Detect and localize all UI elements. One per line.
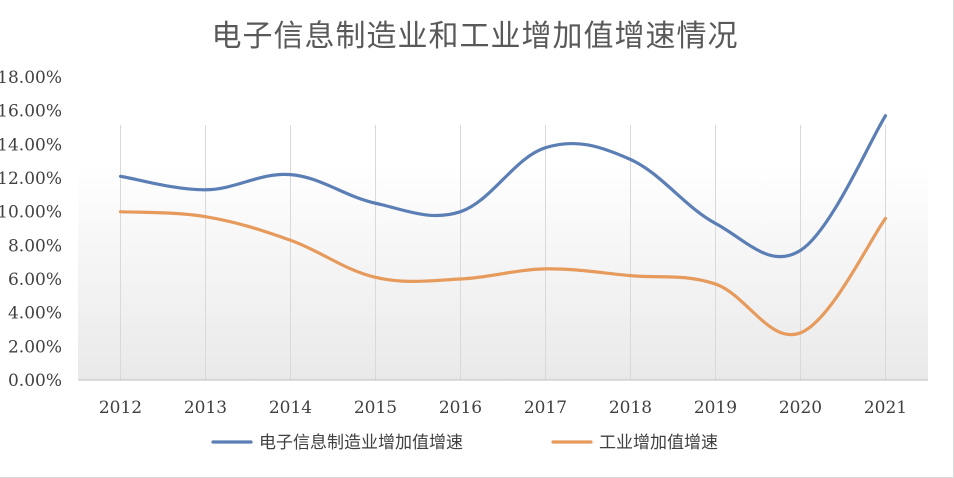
- y-axis-tick-labels: 0.00% 2.00% 4.00% 6.00% 8.00% 10.00% 12.00% 14.…: [0, 68, 62, 391]
- data-point: [544, 267, 547, 271]
- series-line-1: [118, 114, 888, 259]
- y-tick-label: 8.00%: [8, 236, 62, 256]
- series-line-2: [118, 210, 888, 337]
- y-tick-label: 2.00%: [8, 337, 62, 357]
- data-point: [119, 175, 122, 178]
- data-point: [289, 239, 292, 242]
- y-tick-label: 18.00%: [0, 68, 62, 88]
- data-point: [629, 274, 632, 277]
- data-point: [374, 202, 377, 205]
- data-point: [204, 215, 207, 218]
- legend: 电子信息制造业增加值增速 工业增加值增速: [211, 433, 718, 453]
- y-tick-label: 12.00%: [0, 169, 62, 189]
- data-point: [459, 210, 462, 213]
- data-point: [884, 114, 887, 117]
- y-tick-label: 10.00%: [0, 203, 62, 223]
- x-tick-label: 2013: [184, 398, 227, 418]
- chart-title: 电子信息制造业和工业增加值增速情况: [212, 19, 739, 54]
- data-point: [714, 282, 717, 286]
- legend-label: 工业增加值增速: [599, 433, 718, 453]
- data-point: [799, 249, 802, 252]
- y-tick-label: 14.00%: [0, 135, 62, 155]
- data-point: [459, 277, 462, 281]
- y-tick-label: 16.00%: [0, 102, 62, 122]
- x-tick-label: 2018: [609, 398, 652, 418]
- data-point: [374, 276, 377, 279]
- data-point: [544, 146, 547, 149]
- data-point: [204, 188, 207, 191]
- data-point: [119, 210, 122, 213]
- x-tick-label: 2017: [524, 398, 567, 418]
- x-tick-label: 2012: [99, 398, 142, 418]
- legend-label: 电子信息制造业增加值增速: [259, 433, 463, 453]
- y-tick-label: 4.00%: [8, 304, 62, 324]
- x-tick-label: 2019: [694, 398, 737, 418]
- data-point: [799, 331, 802, 335]
- x-tick-label: 2020: [779, 398, 822, 418]
- data-point: [289, 173, 292, 176]
- data-point: [884, 217, 887, 220]
- plot-area-background: [78, 125, 928, 380]
- y-tick-label: 6.00%: [8, 270, 62, 290]
- x-tick-label: 2016: [439, 398, 482, 418]
- x-tick-label: 2014: [269, 398, 312, 418]
- x-axis-tick-labels: 2012 2013 2014 2015 2016 2017 2018 2019 2020 2021: [99, 398, 907, 418]
- grid-lines: [120, 125, 886, 380]
- x-tick-label: 2021: [864, 398, 907, 418]
- data-point: [714, 222, 717, 225]
- data-point: [629, 158, 632, 161]
- y-tick-label: 0.00%: [8, 371, 62, 391]
- x-tick-label: 2015: [354, 398, 397, 418]
- series-lines: [118, 114, 888, 337]
